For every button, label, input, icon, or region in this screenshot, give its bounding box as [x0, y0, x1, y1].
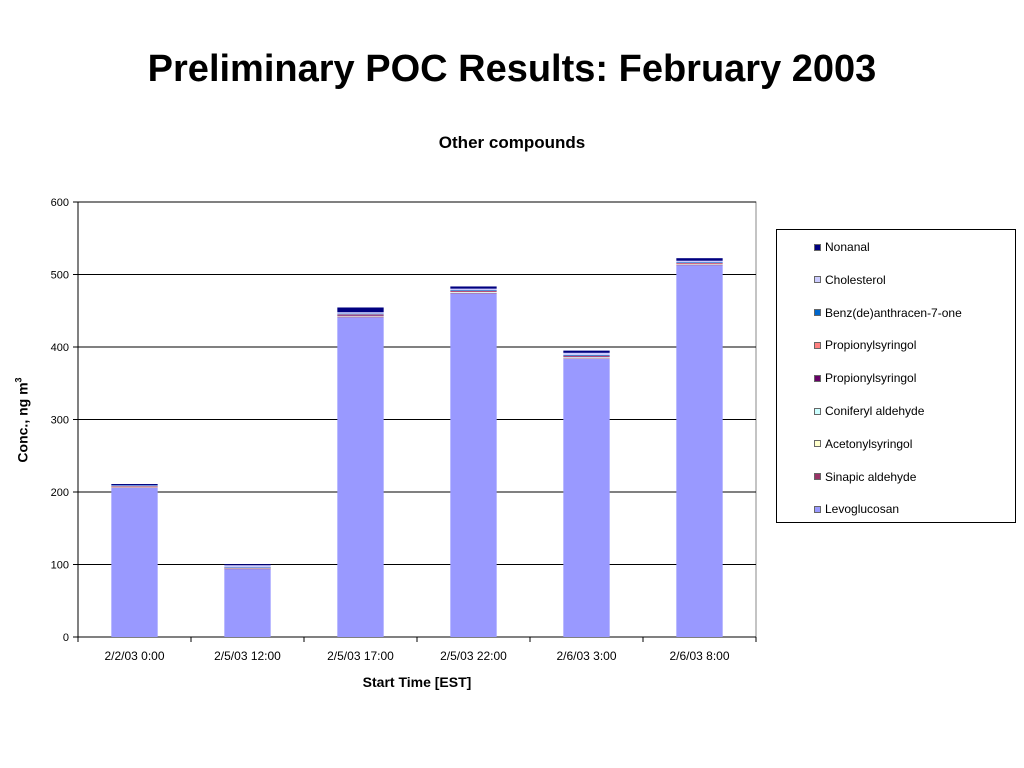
x-tick-label: 2/6/03 3:00: [556, 649, 616, 663]
legend-item: Levoglucosan: [814, 502, 899, 516]
bar-segment-nonanal: [563, 350, 610, 353]
bar-segment-acetonylsyringol: [676, 264, 723, 265]
bar-segment-sinapic-aldehyde: [563, 358, 610, 359]
bar-segment-propionylsyringol: [563, 355, 610, 357]
bar-segment-nonanal: [676, 258, 723, 261]
legend-swatch: [814, 276, 821, 284]
x-tick-label: 2/5/03 22:00: [440, 649, 507, 663]
legend-swatch: [814, 341, 821, 349]
bar-segment-sinapic-aldehyde: [111, 487, 158, 488]
bar-segment-propionylsyringol: [450, 291, 497, 293]
bar-segment-levoglucosan: [337, 317, 384, 637]
bar-segment-acetonylsyringol: [563, 357, 610, 359]
legend-label: Benz(de)anthracen-7-one: [825, 305, 962, 320]
legend-item: Acetonylsyringol: [814, 437, 912, 451]
bar-segment-propionylsyringol: [676, 262, 723, 264]
slide-title: Preliminary POC Results: February 2003: [147, 48, 877, 90]
bar-segment-benz-de-anthracen-7-one: [111, 485, 158, 486]
bar-segment-benz-de-anthracen-7-one: [224, 567, 271, 568]
legend-label: Levoglucosan: [825, 502, 900, 517]
bar-segment-levoglucosan: [111, 487, 158, 637]
bar-segment-sinapic-aldehyde: [337, 316, 384, 318]
y-tick-label: 400: [51, 342, 69, 354]
legend-item: Cholesterol: [814, 273, 886, 287]
y-tick-label: 300: [51, 415, 69, 427]
legend-swatch: [814, 505, 821, 513]
bar-segment-benz-de-anthracen-7-one: [450, 290, 497, 291]
legend-label: Coniferyl aldehyde: [825, 404, 925, 418]
y-tick-label: 500: [51, 270, 69, 282]
chart-title: Other compounds: [438, 133, 586, 152]
bar-segment-coniferyl-aldehyde: [111, 486, 158, 488]
bar-segment-coniferyl-aldehyde: [563, 357, 610, 358]
bar-segment-acetonylsyringol: [337, 316, 384, 317]
legend-swatch: [814, 309, 821, 317]
legend-swatch: [814, 473, 821, 481]
bar-segment-nonanal: [450, 286, 497, 289]
bar-segment-cholesterol: [676, 260, 723, 263]
bar-segment-benz-de-anthracen-7-one: [676, 262, 723, 263]
legend-item: Coniferyl aldehyde: [814, 404, 924, 418]
bar-segment-benz-de-anthracen-7-one: [337, 313, 384, 315]
legend-item: Nonanal: [814, 240, 870, 254]
bar-segment-sinapic-aldehyde: [450, 292, 497, 294]
legend-label: Cholesterol: [825, 272, 886, 287]
bar-segment-levoglucosan: [224, 568, 271, 637]
bar-segment-sinapic-aldehyde: [676, 264, 723, 266]
bar-segment-cholesterol: [224, 565, 271, 568]
y-axis-label: Conc., ng m3: [13, 377, 31, 463]
legend-label: Propionylsyringol: [825, 371, 917, 386]
legend: Nonanal Cholesterol Benz(de)anthracen-7-on…: [776, 229, 1016, 523]
x-tick-label: 2/2/03 0:00: [104, 649, 164, 663]
bar-segment-propionylsyringol: [337, 314, 384, 316]
bar-segment-coniferyl-aldehyde: [337, 315, 384, 317]
bar-segment-coniferyl-aldehyde: [676, 263, 723, 265]
legend-swatch: [814, 407, 821, 415]
bar-segment-levoglucosan: [676, 265, 723, 637]
legend-label: Propionylsyringol: [825, 338, 917, 353]
bar-segment-propionylsyringol: [111, 486, 158, 487]
bar-segment-benz-de-anthracen-7-one: [563, 354, 610, 356]
legend-item: Sinapic aldehyde: [814, 470, 916, 484]
legend-swatch: [814, 440, 821, 448]
bar-segment-cholesterol: [450, 288, 497, 291]
bar-segment-propionylsyringol: [111, 485, 158, 487]
bar-segment-acetonylsyringol: [450, 292, 497, 294]
bar-segment-acetonylsyringol: [224, 568, 271, 569]
bar-segment-levoglucosan: [450, 293, 497, 637]
bar-segment-propionylsyringol: [450, 290, 497, 292]
y-tick-label: 0: [63, 632, 69, 644]
bar-segment-propionylsyringol: [337, 315, 384, 316]
legend-item: Propionylsyringol: [814, 371, 916, 385]
x-axis-label: Start Time [EST]: [362, 674, 472, 690]
bar-segment-coniferyl-aldehyde: [450, 291, 497, 293]
x-tick-label: 2/5/03 12:00: [214, 649, 281, 663]
y-tick-label: 600: [51, 197, 69, 209]
legend-label: Nonanal: [825, 240, 870, 254]
bar-segment-nonanal: [224, 564, 271, 566]
bar-segment-cholesterol: [337, 312, 384, 314]
legend-item: Propionylsyringol: [814, 338, 916, 352]
x-tick-label: 2/5/03 17:00: [327, 649, 394, 663]
bar-segment-levoglucosan: [563, 358, 610, 637]
bar-segment-cholesterol: [111, 485, 158, 486]
x-tick-label: 2/6/03 8:00: [669, 649, 729, 663]
bar-segment-acetonylsyringol: [111, 486, 158, 488]
legend-label: Sinapic aldehyde: [825, 469, 917, 484]
y-tick-label: 100: [51, 560, 69, 572]
legend-swatch: [814, 374, 821, 382]
bar-segment-nonanal: [337, 307, 384, 313]
bar-segment-propionylsyringol: [563, 356, 610, 358]
legend-label: Acetonylsyringol: [825, 436, 913, 451]
y-tick-label: 200: [51, 487, 69, 499]
bar-segment-propionylsyringol: [676, 263, 723, 265]
legend-item: Benz(de)anthracen-7-one: [814, 306, 962, 320]
legend-swatch: [814, 243, 821, 251]
bar-segment-nonanal: [111, 484, 158, 486]
bar-segment-cholesterol: [563, 352, 610, 355]
